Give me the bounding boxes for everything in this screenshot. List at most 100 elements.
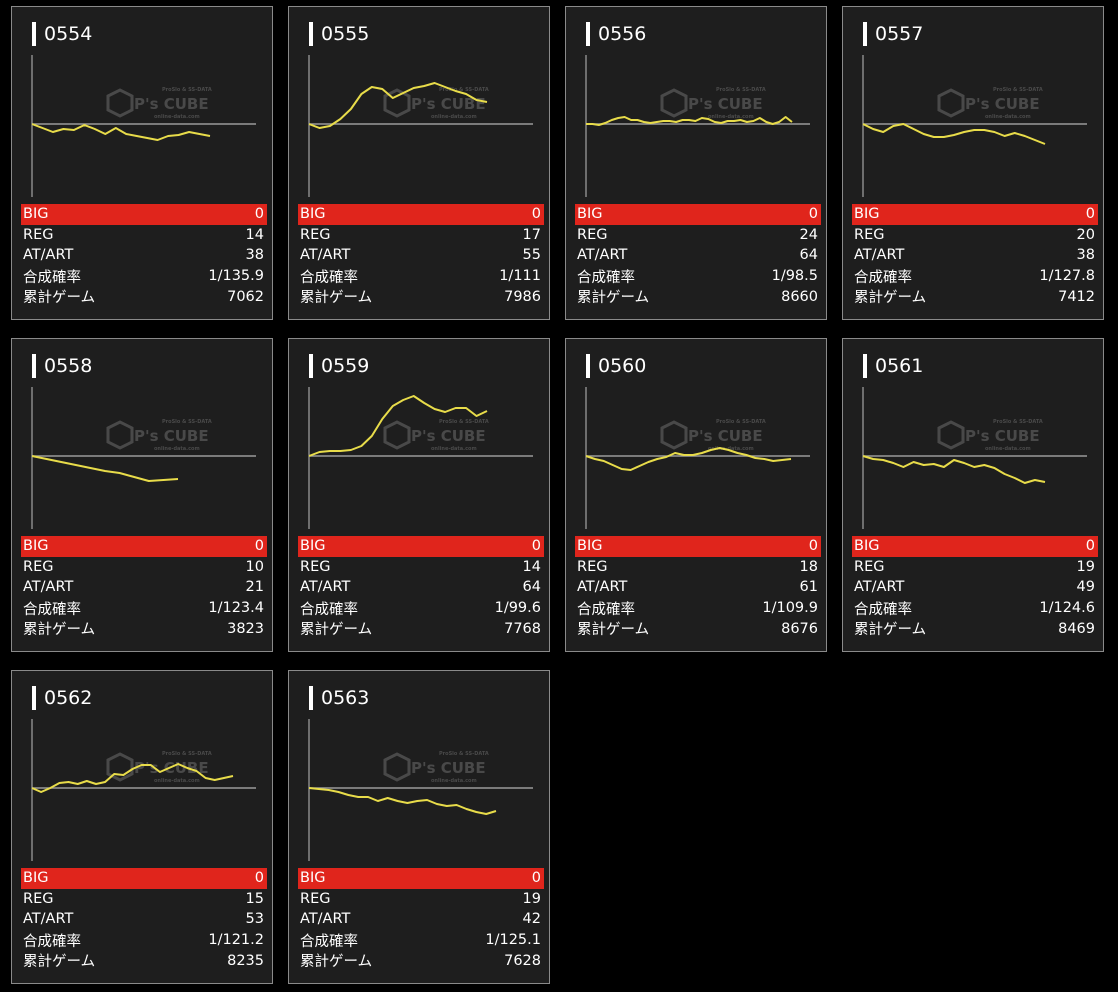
big-label: BIG <box>300 870 326 887</box>
reg-value: 10 <box>245 558 264 575</box>
at-value: 42 <box>522 911 541 928</box>
games-value: 7062 <box>227 288 264 305</box>
slump-graph: ProSlo & SS-DATA P's CUBE online-data.com <box>580 383 814 533</box>
reg-value: 14 <box>245 226 264 243</box>
reg-row: REG 17 <box>298 225 544 246</box>
big-row: BIG 0 <box>298 868 544 889</box>
watermark-tag-top: ProSlo & SS-DATA <box>162 87 212 93</box>
at-label: AT/ART <box>300 579 351 596</box>
games-label: 累計ゲーム <box>577 622 650 639</box>
cube-icon <box>383 420 411 450</box>
reg-row: REG 19 <box>298 889 544 910</box>
title-marker <box>309 686 313 710</box>
title-marker <box>32 354 36 378</box>
watermark-brand: P's CUBE <box>688 95 763 113</box>
watermark-brand: P's CUBE <box>411 427 486 445</box>
big-label: BIG <box>23 870 49 887</box>
machine-number: 0557 <box>875 23 924 45</box>
big-label: BIG <box>577 206 603 223</box>
reg-row: REG 19 <box>852 557 1098 578</box>
slump-line <box>31 763 234 793</box>
machine-number: 0563 <box>321 687 370 709</box>
reg-label: REG <box>854 226 885 243</box>
reg-label: REG <box>577 558 608 575</box>
watermark-tag-bottom: online-data.com <box>708 114 754 120</box>
slump-line <box>308 395 488 457</box>
machine-card[interactable]: 0558 ProSlo & SS-DATA P's CUBE online-data… <box>11 338 273 652</box>
watermark-tag-top: ProSlo & SS-DATA <box>716 87 766 93</box>
big-value: 0 <box>531 870 541 887</box>
card-title: 0563 <box>309 685 369 711</box>
reg-label: REG <box>300 890 331 907</box>
card-title: 0559 <box>309 353 369 379</box>
watermark-tag-bottom: online-data.com <box>431 114 477 120</box>
at-value: 21 <box>245 579 264 596</box>
at-label: AT/ART <box>23 911 74 928</box>
games-row: 累計ゲーム 8469 <box>852 618 1098 639</box>
cube-icon <box>660 88 688 118</box>
games-row: 累計ゲーム 8660 <box>575 286 821 307</box>
reg-value: 15 <box>245 890 264 907</box>
stats-table: BIG 0 REG 20 AT/ART 38 合成確率 1/127.8 累計ゲーム 741… <box>852 204 1098 307</box>
games-value: 8469 <box>1058 620 1095 637</box>
watermark-tag-top: ProSlo & SS-DATA <box>162 419 212 425</box>
machine-card[interactable]: 0557 ProSlo & SS-DATA P's CUBE online-data… <box>842 6 1104 320</box>
slump-line <box>308 787 497 815</box>
watermark-tag-top: ProSlo & SS-DATA <box>439 87 489 93</box>
prob-label: 合成確率 <box>23 933 81 950</box>
machine-card[interactable]: 0556 ProSlo & SS-DATA P's CUBE online-data… <box>565 6 827 320</box>
cube-icon <box>660 420 688 450</box>
games-value: 7412 <box>1058 288 1095 305</box>
big-label: BIG <box>300 206 326 223</box>
big-value: 0 <box>808 206 818 223</box>
cube-icon <box>383 752 411 782</box>
reg-row: REG 14 <box>298 557 544 578</box>
machine-number: 0556 <box>598 23 647 45</box>
reg-row: REG 10 <box>21 557 267 578</box>
slump-line <box>586 116 793 126</box>
watermark-tag-bottom: online-data.com <box>154 114 200 120</box>
slump-graph: ProSlo & SS-DATA P's CUBE online-data.com <box>857 51 1091 201</box>
machine-card[interactable]: 0561 ProSlo & SS-DATA P's CUBE online-data… <box>842 338 1104 652</box>
reg-row: REG 24 <box>575 225 821 246</box>
at-value: 55 <box>522 247 541 264</box>
slump-line <box>862 123 1046 145</box>
games-row: 累計ゲーム 7412 <box>852 286 1098 307</box>
big-row: BIG 0 <box>298 204 544 225</box>
watermark-tag-top: ProSlo & SS-DATA <box>439 751 489 757</box>
watermark-tag-top: ProSlo & SS-DATA <box>993 87 1043 93</box>
at-label: AT/ART <box>300 911 351 928</box>
watermark-tag-bottom: online-data.com <box>985 114 1031 120</box>
stats-table: BIG 0 REG 14 AT/ART 64 合成確率 1/99.6 累計ゲーム 7768 <box>298 536 544 639</box>
slump-graph: ProSlo & SS-DATA P's CUBE online-data.com <box>26 51 260 201</box>
title-marker <box>309 22 313 46</box>
prob-value: 1/123.4 <box>208 600 264 617</box>
cube-icon <box>937 88 965 118</box>
stats-table: BIG 0 REG 24 AT/ART 64 合成確率 1/98.5 累計ゲーム 8660 <box>575 204 821 307</box>
at-row: AT/ART 38 <box>852 245 1098 266</box>
card-title: 0555 <box>309 21 369 47</box>
at-label: AT/ART <box>23 579 74 596</box>
machine-number: 0561 <box>875 355 924 377</box>
big-label: BIG <box>23 538 49 555</box>
machine-card[interactable]: 0555 ProSlo & SS-DATA P's CUBE online-data… <box>288 6 550 320</box>
reg-row: REG 15 <box>21 889 267 910</box>
card-title: 0558 <box>32 353 92 379</box>
watermark-tag-bottom: online-data.com <box>431 778 477 784</box>
machine-card[interactable]: 0559 ProSlo & SS-DATA P's CUBE online-data… <box>288 338 550 652</box>
big-row: BIG 0 <box>21 536 267 557</box>
prob-row: 合成確率 1/125.1 <box>298 930 544 951</box>
machine-card[interactable]: 0554 ProSlo & SS-DATA P's CUBE online-data… <box>11 6 273 320</box>
at-label: AT/ART <box>23 247 74 264</box>
at-row: AT/ART 38 <box>21 245 267 266</box>
big-row: BIG 0 <box>852 204 1098 225</box>
title-marker <box>863 22 867 46</box>
machine-card[interactable]: 0563 ProSlo & SS-DATA P's CUBE online-data… <box>288 670 550 984</box>
slump-line <box>31 123 211 141</box>
machine-card[interactable]: 0562 ProSlo & SS-DATA P's CUBE online-data… <box>11 670 273 984</box>
machine-card[interactable]: 0560 ProSlo & SS-DATA P's CUBE online-data… <box>565 338 827 652</box>
card-title: 0556 <box>586 21 646 47</box>
